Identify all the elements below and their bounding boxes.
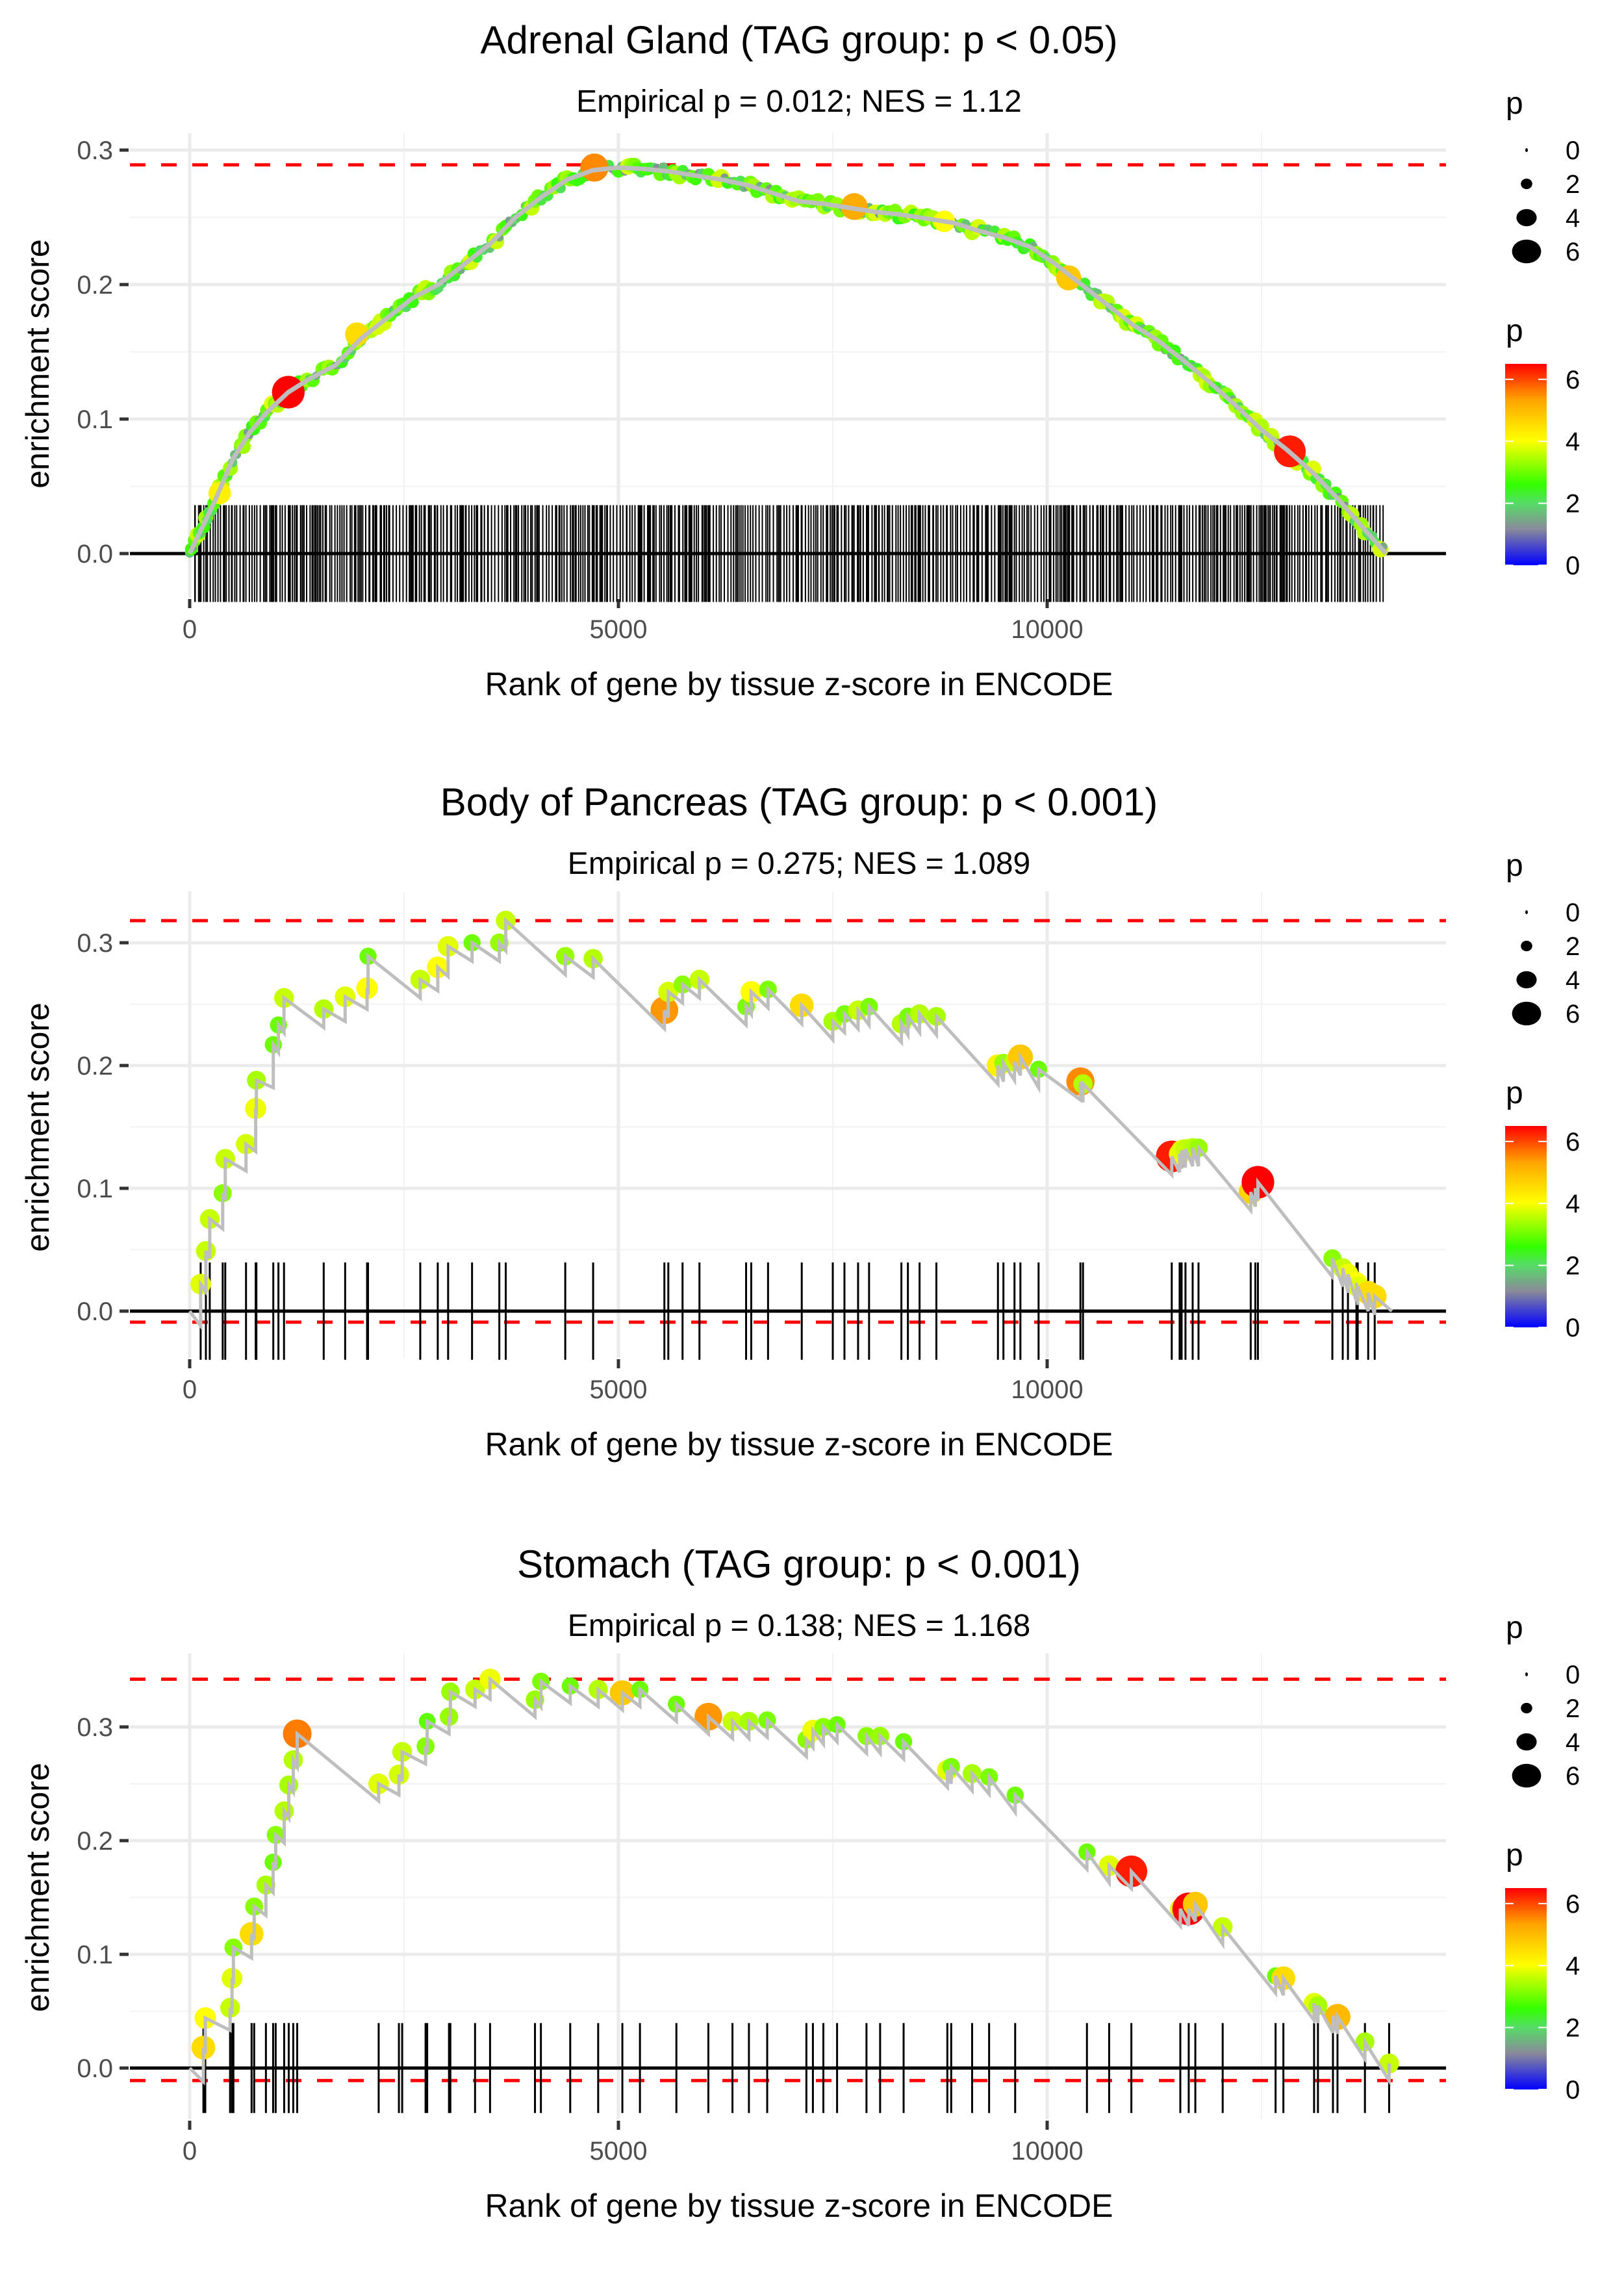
legend: p 0 2 4 6 p 6 4 2 0 xyxy=(1505,1611,1580,2104)
y-axis-title: enrichment score xyxy=(19,1003,56,1252)
size-legend-label: 6 xyxy=(1566,238,1580,266)
x-tick-label: 10000 xyxy=(1011,615,1083,644)
y-tick-label: 0.3 xyxy=(77,1713,113,1742)
x-axis-title: Rank of gene by tissue z-score in ENCODE xyxy=(485,2188,1113,2224)
size-legend-key xyxy=(1512,1763,1542,1788)
chart-title: Body of Pancreas (TAG group: p < 0.001) xyxy=(440,780,1158,824)
plot-area: 0 5000 10000 0.0 0.1 0.2 0.3 xyxy=(77,1654,1446,2165)
y-tick-label: 0.2 xyxy=(77,1052,113,1080)
hit-point xyxy=(1304,460,1321,478)
x-tick-label: 0 xyxy=(183,1375,197,1404)
hit-points xyxy=(190,910,1387,1309)
running-es-line xyxy=(188,917,1393,1331)
panel-adrenal-gland: Adrenal Gland (TAG group: p < 0.05) Empi… xyxy=(19,18,1580,702)
size-legend-key xyxy=(1521,178,1532,190)
running-es-line xyxy=(187,165,1388,556)
size-legend-title: p xyxy=(1506,849,1523,883)
y-tick-label: 0.2 xyxy=(77,271,113,300)
colorbar xyxy=(1505,364,1547,565)
colorbar-label: 4 xyxy=(1566,428,1580,456)
colorbar xyxy=(1505,1888,1547,2089)
size-legend-key xyxy=(1516,1733,1537,1751)
y-axis-title: enrichment score xyxy=(19,1763,56,2012)
size-legend-label: 0 xyxy=(1566,1661,1580,1689)
chart-title: Adrenal Gland (TAG group: p < 0.05) xyxy=(480,18,1117,62)
size-legend-key xyxy=(1525,910,1528,914)
size-legend-label: 0 xyxy=(1566,136,1580,165)
size-legend-key xyxy=(1512,1001,1542,1026)
x-tick-label: 0 xyxy=(183,2137,197,2165)
chart-title: Stomach (TAG group: p < 0.001) xyxy=(517,1542,1081,1586)
running-es-line xyxy=(188,1676,1391,2087)
y-tick-label: 0.1 xyxy=(77,1175,113,1203)
y-axis-title: enrichment score xyxy=(19,239,56,489)
chart-subtitle: Empirical p = 0.012; NES = 1.12 xyxy=(576,84,1022,119)
size-legend-label: 2 xyxy=(1566,170,1580,199)
hit-rug xyxy=(194,505,1384,602)
colorbar-label: 0 xyxy=(1566,1314,1580,1342)
color-legend-title: p xyxy=(1506,1838,1523,1872)
colorbar-label: 6 xyxy=(1566,1128,1580,1156)
size-legend-key xyxy=(1521,940,1532,952)
size-legend-label: 6 xyxy=(1566,1762,1580,1791)
size-legend-key xyxy=(1516,209,1537,227)
color-legend-title: p xyxy=(1506,314,1523,348)
y-tick-label: 0.2 xyxy=(77,1827,113,1856)
legend: p 0 2 4 6 p 6 4 2 0 xyxy=(1505,86,1580,580)
size-legend-label: 2 xyxy=(1566,932,1580,961)
x-axis-title: Rank of gene by tissue z-score in ENCODE xyxy=(485,1426,1113,1463)
y-tick-label: 0.1 xyxy=(77,1941,113,1969)
y-tick-label: 0.0 xyxy=(77,2054,113,2083)
hit-points xyxy=(191,1668,1399,2074)
x-tick-label: 0 xyxy=(183,615,197,644)
colorbar-label: 2 xyxy=(1566,490,1580,518)
plot-area: 0 5000 10000 0.0 0.1 0.2 0.3 xyxy=(77,891,1446,1404)
y-tick-label: 0.3 xyxy=(77,136,113,165)
size-legend-key xyxy=(1521,1702,1532,1714)
colorbar-label: 2 xyxy=(1566,1252,1580,1281)
hit-points xyxy=(184,153,1389,558)
colorbar-label: 4 xyxy=(1566,1952,1580,1980)
x-axis-title: Rank of gene by tissue z-score in ENCODE xyxy=(485,666,1113,702)
chart-subtitle: Empirical p = 0.275; NES = 1.089 xyxy=(568,847,1030,881)
y-tick-label: 0.3 xyxy=(77,929,113,958)
size-legend-label: 4 xyxy=(1566,1728,1580,1757)
plot-area: 0 5000 10000 0.0 0.1 0.2 0.3 xyxy=(77,133,1446,644)
colorbar xyxy=(1505,1126,1547,1327)
size-legend-label: 0 xyxy=(1566,899,1580,927)
colorbar-label: 0 xyxy=(1566,552,1580,580)
hit-point xyxy=(345,322,369,346)
x-tick-label: 5000 xyxy=(590,615,648,644)
y-tick-label: 0.1 xyxy=(77,405,113,434)
color-legend-title: p xyxy=(1506,1076,1523,1110)
chart-subtitle: Empirical p = 0.138; NES = 1.168 xyxy=(568,1609,1030,1643)
colorbar-label: 4 xyxy=(1566,1190,1580,1218)
size-legend-label: 6 xyxy=(1566,1000,1580,1028)
colorbar-label: 2 xyxy=(1566,2014,1580,2043)
x-tick-label: 5000 xyxy=(590,2137,648,2165)
size-legend-title: p xyxy=(1506,1611,1523,1645)
colorbar-label: 0 xyxy=(1566,2076,1580,2104)
size-legend-key xyxy=(1512,239,1542,264)
size-legend-key xyxy=(1525,1672,1528,1676)
size-legend-label: 2 xyxy=(1566,1694,1580,1723)
size-legend-key xyxy=(1516,971,1537,989)
colorbar-label: 6 xyxy=(1566,366,1580,394)
x-tick-label: 10000 xyxy=(1011,2137,1083,2165)
panel-body-of-pancreas: Body of Pancreas (TAG group: p < 0.001) … xyxy=(19,780,1580,1463)
y-tick-label: 0.0 xyxy=(77,540,113,568)
size-legend-title: p xyxy=(1506,86,1523,121)
size-legend-key xyxy=(1525,148,1528,152)
colorbar-label: 6 xyxy=(1566,1890,1580,1919)
size-legend-label: 4 xyxy=(1566,966,1580,995)
x-tick-label: 10000 xyxy=(1011,1375,1083,1404)
size-legend-label: 4 xyxy=(1566,204,1580,233)
legend: p 0 2 4 6 p 6 4 2 0 xyxy=(1505,849,1580,1342)
x-tick-label: 5000 xyxy=(590,1375,648,1404)
panel-stomach: Stomach (TAG group: p < 0.001) Empirical… xyxy=(19,1542,1580,2224)
y-tick-label: 0.0 xyxy=(77,1297,113,1326)
